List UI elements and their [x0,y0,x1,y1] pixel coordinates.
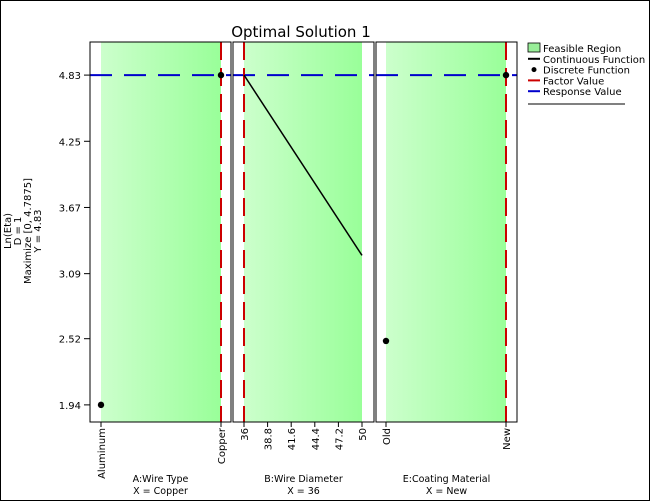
y-tick-label: 4.25 [59,137,81,148]
legend-label: Factor Value [543,76,604,87]
legend-label: Response Value [543,87,622,98]
factor-name: A:Wire Type [133,474,189,485]
y-axis-label: Ln(Eta) D = 1 Maximize [0, 4.7875] Y = 4.83 [3,178,44,284]
feasible-region [386,42,506,422]
chart-title: Optimal Solution 1 [231,23,371,41]
y-tick-label: 2.52 [59,335,81,346]
legend-label: Discrete Function [543,66,630,77]
discrete-point [502,71,510,79]
y-axis-label-line: Y = 4.83 [33,209,44,253]
legend-swatch-discrete [531,67,537,73]
discrete-point [217,71,225,79]
legend-swatch-feasible [527,42,541,53]
y-tick-label: 3.09 [59,270,81,281]
legend-label: Continuous Function [543,55,645,66]
x-tick-label: 44.4 [311,428,322,450]
y-tick-label: 3.67 [59,203,81,214]
factor-setting: X = 36 [287,486,320,497]
legend-entry: Feasible Region [527,42,621,55]
x-tick-label: 47.2 [334,428,345,450]
discrete-point [97,401,105,409]
discrete-point [382,337,390,345]
factor-setting: X = New [426,486,467,497]
x-tick-label: New [502,428,513,450]
factor-setting: X = Copper [133,486,188,497]
x-tick-label: Old [382,428,393,445]
y-axis-label-line: D = 1 [13,217,24,246]
y-axis-label-line: Maximize [0, 4.7875] [23,178,34,284]
y-tick-label: 4.83 [59,71,81,82]
x-tick-label: Aluminum [97,428,108,479]
y-axis-label-line: Ln(Eta) [3,213,14,249]
legend-entry: Continuous Function [528,55,645,66]
x-tick-label: 38.8 [264,428,275,450]
panel-frame [375,41,518,423]
factor-name: E:Coating Material [403,474,491,485]
legend-entry: Response Value [528,87,622,98]
x-tick-label: 50 [358,428,369,441]
x-tick-label: 41.6 [287,428,298,450]
legend-label: Feasible Region [543,44,621,55]
panel-frame [89,41,232,423]
panel-frame [232,41,375,423]
x-tick-label: Copper [217,427,228,464]
legend-entry: Discrete Function [531,66,630,77]
feasible-region [101,42,221,422]
feasible-region [244,42,362,422]
legend-entry: Factor Value [528,76,604,87]
y-tick-label: 1.94 [59,401,81,412]
x-tick-label: 36 [240,428,251,441]
y-axis-label-group: Ln(Eta) D = 1 Maximize [0, 4.7875] Y = 4.83 [3,178,44,284]
factor-name: B:Wire Diameter [264,474,343,485]
continuous-function-line [243,74,363,256]
y-axis-ticks: 1.94 2.52 3.09 3.67 4.25 4.83 [59,71,90,412]
